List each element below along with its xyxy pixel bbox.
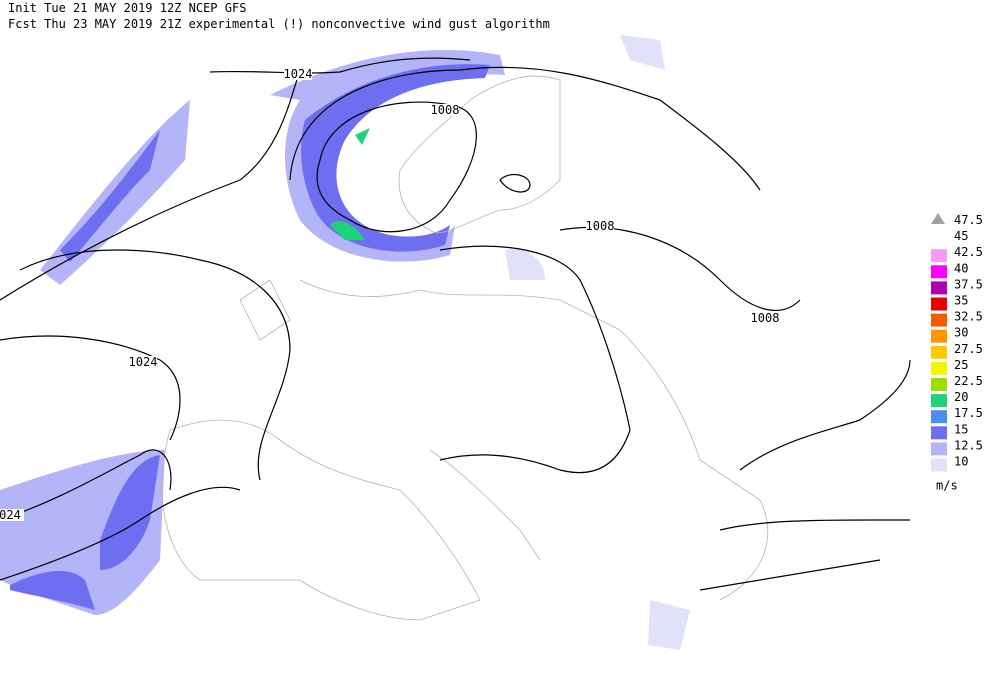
init-line: Init Tue 21 MAY 2019 12Z NCEP GFS <box>8 1 246 15</box>
legend-unit: m/s <box>936 479 958 493</box>
legend-label: 32.5 <box>954 310 983 324</box>
legend-swatch <box>931 281 947 295</box>
legend-triangle <box>931 213 945 224</box>
legend-swatch <box>931 329 947 343</box>
legend-swatch <box>931 345 947 359</box>
legend-label: 10 <box>954 455 968 469</box>
legend-label: 12.5 <box>954 438 983 452</box>
legend-swatch <box>931 410 947 424</box>
legend-swatch <box>931 297 947 311</box>
legend-label: 15 <box>954 422 968 436</box>
legend-label: 42.5 <box>954 245 983 259</box>
legend-label: 35 <box>954 294 968 308</box>
legend-label: 22.5 <box>954 374 983 388</box>
legend-label: 37.5 <box>954 277 983 291</box>
legend-label: 27.5 <box>954 342 983 356</box>
legend-swatch <box>931 458 947 472</box>
contour-label-bg <box>0 509 24 521</box>
contour-label-bg <box>129 356 157 368</box>
legend-label: 30 <box>954 326 968 340</box>
legend-swatch <box>931 313 947 327</box>
wind-areas <box>0 35 690 650</box>
forecast-line: Fcst Thu 23 MAY 2019 21Z experimental (!… <box>8 17 550 31</box>
legend-swatch <box>931 265 947 279</box>
isobars <box>0 57 911 591</box>
legend-label: 40 <box>954 261 968 275</box>
legend-label: 17.5 <box>954 406 983 420</box>
legend-label: 20 <box>954 390 968 404</box>
contour-label-bg <box>431 104 459 116</box>
legend-swatch <box>931 426 947 440</box>
contour-label: 1008 <box>751 311 780 325</box>
legend-label: 25 <box>954 358 968 372</box>
legend-label: 47.5 <box>954 213 983 227</box>
contour-label: 024 <box>0 508 21 522</box>
contour-label-bg <box>751 312 779 324</box>
contour-label-bg <box>586 220 614 232</box>
legend-swatch <box>931 394 947 408</box>
contour-label: 1024 <box>284 67 313 81</box>
coastlines <box>161 75 769 621</box>
legend-swatch <box>931 249 947 263</box>
legend-swatch <box>931 361 947 375</box>
legend-swatch <box>931 442 947 456</box>
contour-label: 1008 <box>586 219 615 233</box>
contour-label: 1008 <box>431 103 460 117</box>
legend-swatch <box>931 378 947 391</box>
legend-label: 45 <box>954 229 968 243</box>
contour-label: 1024 <box>129 355 158 369</box>
contour-label-bg <box>284 68 312 80</box>
